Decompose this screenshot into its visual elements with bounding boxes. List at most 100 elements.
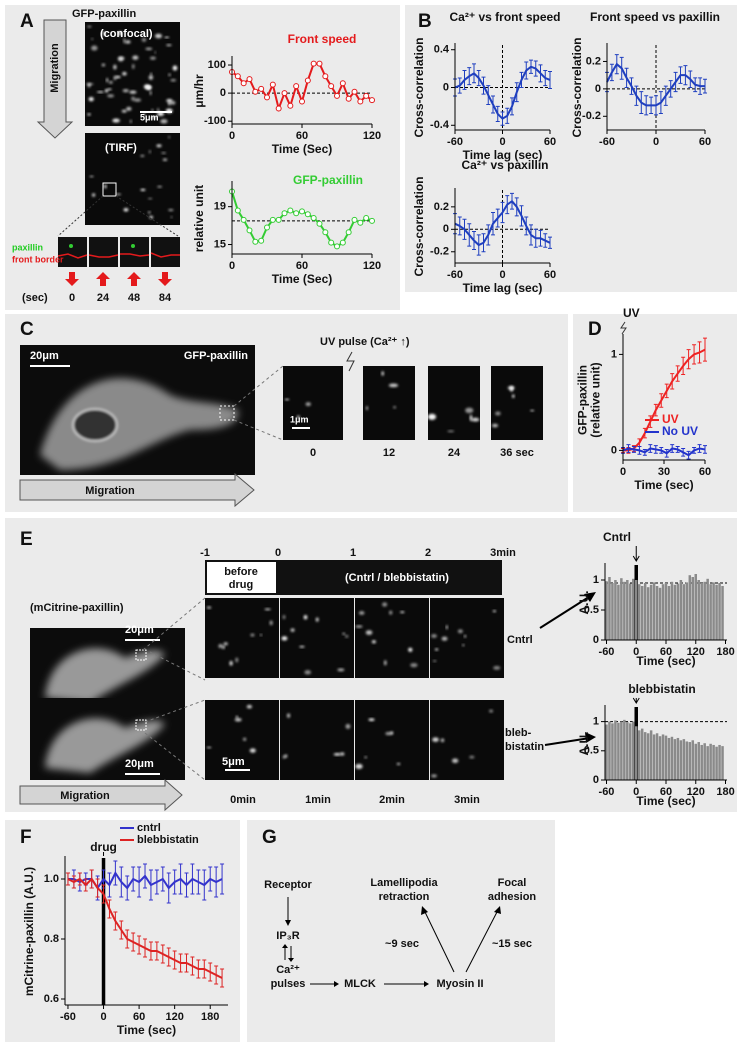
x-tick-label: -60 [447,136,463,148]
migration-arrow [19,778,183,812]
node: Focal [498,877,527,889]
bar [626,722,629,780]
y-tick-label: -100 [204,115,226,127]
x-tick-label: 0 [100,1011,106,1023]
y-tick-label: 15 [214,238,226,250]
image-spot [104,184,107,189]
image-spot [148,75,154,80]
bar [643,583,647,640]
bar [691,740,695,780]
image-spot [530,409,534,412]
bar [611,583,614,640]
point [351,216,358,223]
bar [721,586,724,640]
x-axis-label: Time (Sec) [272,272,332,286]
node: adhesion [488,891,537,903]
image-spot [235,657,239,663]
point [252,238,259,245]
bar [664,583,668,640]
point [363,92,370,99]
image-spot [340,752,345,756]
bar [700,744,703,780]
image-spot [345,723,351,729]
image-spot [129,90,137,94]
bar [700,583,703,640]
bar [679,740,683,780]
series-line [454,65,551,120]
series-line [454,199,551,247]
y-axis-label: A.U. [577,732,591,756]
zoom-line [115,195,179,237]
bar [620,578,623,640]
bar [688,575,692,640]
image-spot [495,411,501,416]
image-spot [447,430,455,433]
panel-g-bg [247,820,555,1042]
bar [605,724,608,780]
x-axis-label: Time lag (sec) [463,281,543,295]
y-tick-label: 0.5 [584,604,599,616]
image-spot [91,193,96,197]
x-tick-label: 60 [660,646,672,658]
zoom-line [144,732,206,781]
image-spot [305,402,311,407]
image-spot [297,415,300,419]
y-tick-label: -0.2 [582,110,601,122]
image-spot [355,625,363,628]
point [287,207,294,214]
micro-image [491,366,543,440]
y-tick-label: 19 [214,201,226,213]
point [246,76,253,83]
x-axis-label: Time (sec) [636,794,695,808]
x-tick-label: 120 [687,786,705,798]
bar [605,581,608,640]
arrow-down [158,272,172,286]
image-spot [164,36,170,39]
y-axis-label: Cross-correlation [570,37,584,137]
y-tick-label: 0 [595,83,601,95]
point [264,94,270,101]
series-line [623,348,706,452]
image-spot [154,33,163,39]
image-spot [433,660,437,662]
y-tick-label: -0.4 [430,119,450,131]
point [316,220,323,227]
time-label: 0 [69,292,75,304]
arrow-head [584,592,596,602]
arrow-up [127,272,141,286]
scale-label: 20μm [125,624,154,636]
timeline-label: 1 [350,547,356,559]
arrow-head [494,906,501,914]
arrow-head [421,906,428,915]
image-spot [408,647,413,652]
bar [673,584,677,640]
image-spot [115,75,121,79]
bar [682,584,686,640]
image-spot [170,78,177,82]
bar [646,587,650,640]
image-spot [383,660,387,666]
x-tick-label: 60 [296,130,308,142]
series-line [606,62,705,107]
arrow-up [96,272,110,286]
x-axis-label: Time (sec) [634,478,693,492]
image-spot [218,643,223,649]
bar [623,581,626,640]
micro-image [205,598,279,678]
image-spot [91,45,98,51]
bar [655,733,659,780]
point [269,81,276,88]
image-spot [129,119,132,123]
image-spot [168,73,171,77]
bar [712,582,715,640]
point [304,211,311,218]
micro-image [280,598,354,678]
image-spot [166,99,173,103]
legend-label: cntrl [137,822,161,834]
bar [706,578,709,640]
arrow-label: Migration [60,790,110,802]
scale-label: 5μm [140,112,159,122]
delay: ~15 sec [492,938,532,950]
